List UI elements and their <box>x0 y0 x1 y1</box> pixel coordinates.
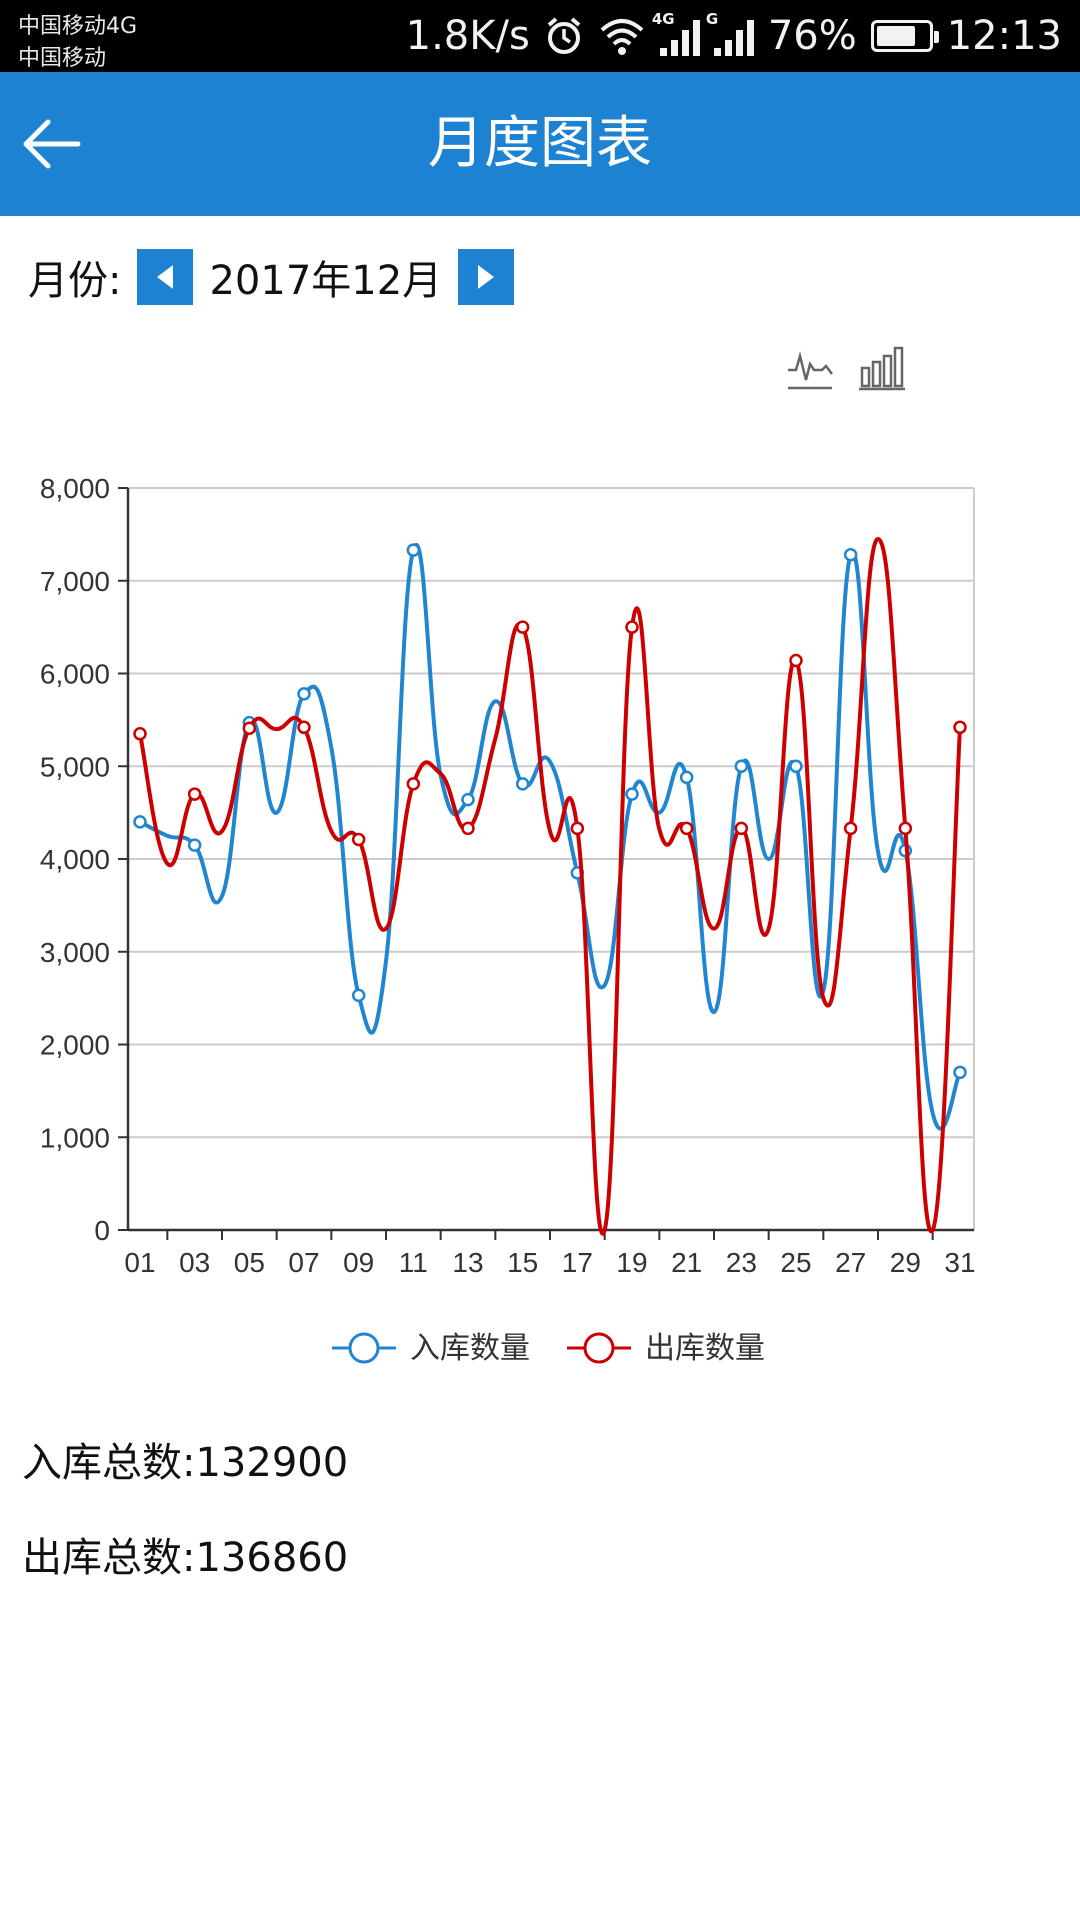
network-speed: 1.8K/s <box>405 13 530 59</box>
data-point[interactable] <box>625 620 639 634</box>
data-point[interactable] <box>297 687 311 701</box>
alarm-icon <box>547 17 581 54</box>
triangle-left-icon <box>157 265 174 289</box>
legend-label[interactable]: 出库数量 <box>645 1331 765 1366</box>
legend-marker[interactable] <box>348 1332 380 1364</box>
x-tick-label: 03 <box>179 1247 210 1278</box>
in-total: 入库总数:132900 <box>22 1440 349 1486</box>
x-tick-label: 13 <box>452 1247 483 1278</box>
y-tick-label: 7,000 <box>40 566 110 597</box>
y-tick-label: 3,000 <box>40 937 110 968</box>
y-tick-label: 2,000 <box>40 1030 110 1061</box>
data-point[interactable] <box>187 787 202 801</box>
y-tick-label: 4,000 <box>40 844 110 875</box>
data-point[interactable] <box>789 759 803 773</box>
battery-percent: 76% <box>767 13 857 59</box>
data-point[interactable] <box>133 815 147 829</box>
month-label: 月份: <box>28 258 122 304</box>
switch-to-bar-button[interactable] <box>858 344 906 392</box>
app-bar: 月度图表 <box>0 72 1080 216</box>
data-point[interactable] <box>953 1065 967 1080</box>
data-point[interactable] <box>515 777 530 791</box>
data-point[interactable] <box>953 720 967 735</box>
carrier-primary: 中国移动4G <box>18 14 138 39</box>
data-point[interactable] <box>570 821 585 836</box>
data-point[interactable] <box>187 838 202 852</box>
status-indicators: 1.8K/s 4G G 76% 12:13 <box>406 0 1062 72</box>
data-point[interactable] <box>297 720 311 735</box>
data-point[interactable] <box>734 821 749 836</box>
out-total: 出库总数:136860 <box>22 1535 349 1581</box>
x-tick-label: 21 <box>671 1247 702 1278</box>
y-tick-label: 0 <box>94 1215 110 1246</box>
data-point[interactable] <box>351 832 366 847</box>
x-tick-label: 27 <box>835 1247 866 1278</box>
data-point[interactable] <box>351 988 366 1003</box>
line-chart: 0 1,000 2,000 3,000 4,000 5,000 6,000 7,000 8,00… <box>40 473 976 1366</box>
battery-level <box>876 26 915 46</box>
y-tick-label: 1,000 <box>40 1122 110 1153</box>
data-point[interactable] <box>898 821 913 836</box>
data-point[interactable] <box>625 787 639 801</box>
data-point[interactable] <box>242 721 257 735</box>
carrier-secondary: 中国移动 <box>18 46 107 71</box>
data-point[interactable] <box>133 727 147 741</box>
y-tick-label: 6,000 <box>40 659 110 690</box>
x-tick-label: 07 <box>288 1247 319 1278</box>
x-tick-label: 17 <box>562 1247 593 1278</box>
signal-g-icon: G <box>706 10 754 56</box>
triangle-right-icon <box>478 265 495 289</box>
data-point[interactable] <box>734 759 749 773</box>
data-point[interactable] <box>679 770 694 785</box>
legend-label[interactable]: 入库数量 <box>410 1331 530 1366</box>
data-point[interactable] <box>461 821 475 836</box>
signal-4g-icon: 4G <box>652 10 700 56</box>
x-tick-label: 29 <box>890 1247 921 1278</box>
page-title: 月度图表 <box>428 111 652 176</box>
data-point[interactable] <box>679 821 694 836</box>
x-tick-label: 11 <box>399 1247 428 1278</box>
x-tick-label: 15 <box>507 1247 538 1278</box>
data-point[interactable] <box>515 620 530 634</box>
clock: 12:13 <box>946 13 1062 59</box>
x-tick-label: 19 <box>616 1247 647 1278</box>
data-point[interactable] <box>461 792 475 807</box>
data-point[interactable] <box>789 653 803 668</box>
bar-chart-icon <box>859 346 905 391</box>
x-tick-label: 23 <box>726 1247 757 1278</box>
x-tick-label: 01 <box>124 1247 155 1278</box>
status-bar: 中国移动4G 中国移动 1.8K/s 4G G 76% 12:13 <box>0 0 1080 72</box>
data-point[interactable] <box>406 777 421 791</box>
data-point[interactable] <box>406 543 421 557</box>
y-tick-label: 8,000 <box>40 473 110 504</box>
battery-icon <box>870 20 939 52</box>
arrow-left-icon <box>23 119 81 169</box>
month-value: 2017年12月 <box>209 258 443 304</box>
month-selector: 月份: 2017年12月 <box>28 246 515 308</box>
x-tick-label: 25 <box>780 1247 811 1278</box>
next-month-button[interactable] <box>458 249 515 305</box>
x-tick-label: 09 <box>343 1247 374 1278</box>
wifi-icon <box>600 19 644 55</box>
legend-marker[interactable] <box>583 1332 615 1364</box>
monthly-chart: 0 1,000 2,000 3,000 4,000 5,000 6,000 7,000 8,00… <box>0 440 1080 1400</box>
back-button[interactable] <box>14 106 90 182</box>
y-tick-label: 5,000 <box>40 751 110 782</box>
switch-to-line-button[interactable] <box>786 344 834 392</box>
x-tick-label: 31 <box>944 1247 975 1278</box>
data-point[interactable] <box>843 548 858 562</box>
x-tick-label: 05 <box>234 1247 265 1278</box>
prev-month-button[interactable] <box>137 249 194 305</box>
data-point[interactable] <box>843 821 858 836</box>
series-line-2 <box>138 537 962 1236</box>
line-chart-icon <box>788 351 833 390</box>
